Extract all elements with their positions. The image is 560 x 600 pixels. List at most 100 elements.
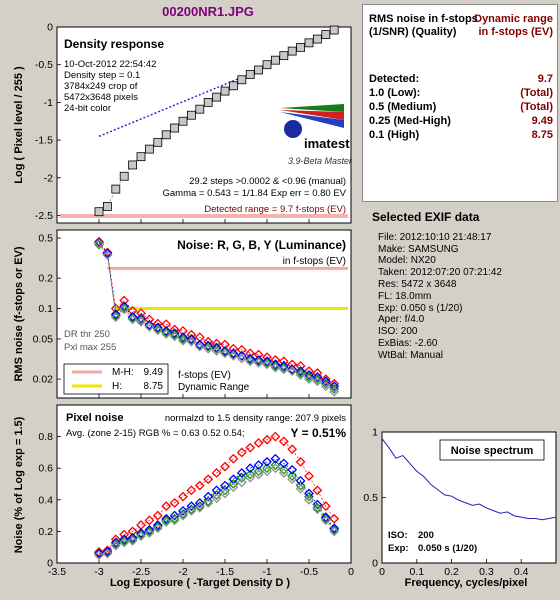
logo-stripe-green [280, 104, 344, 112]
pixel-point-G [270, 460, 281, 470]
pixel-point-Y [110, 540, 121, 551]
pixel-point-R [245, 442, 256, 453]
summary-row-label: 0.25 (Med-High) [369, 115, 451, 127]
noise-point-R [152, 318, 163, 329]
pixel-point-B [312, 499, 323, 510]
density-point [212, 92, 222, 102]
noise-point-Y [287, 366, 298, 377]
density-point [178, 116, 188, 126]
density-point [170, 123, 180, 133]
noise-legend: M-H: 9.49 H: 8.75 f-stops (EV) Dynamic R… [63, 363, 250, 395]
x-tick-label: 0.3 [479, 566, 494, 578]
exif-line: FL: 18.0mm [378, 290, 432, 302]
pixel-point-B [320, 512, 331, 523]
pixel-point-G [329, 524, 340, 535]
pixel-point-G [211, 490, 222, 500]
pixel-point-Y [194, 502, 205, 513]
density-info-line: Density step = 0.1 [64, 70, 140, 81]
spectrum-iso-label: ISO: [388, 530, 408, 541]
noise-point-Y [102, 249, 113, 260]
pixel-point-B [169, 510, 180, 521]
pixel-point-R [287, 444, 298, 455]
exif-line: ISO: 200 [378, 326, 418, 338]
noise-point-G [127, 313, 138, 324]
pixel-point-Y [304, 494, 314, 505]
y-tick-label: -2.5 [35, 210, 53, 222]
density-point [287, 46, 297, 56]
density-point [119, 171, 129, 181]
noise-point-B [178, 332, 188, 343]
pixel-point-B [186, 501, 197, 512]
pixel-point-R [329, 513, 340, 524]
density-point [94, 207, 104, 217]
exif-line: Exp: 0.050 s (1/20) [378, 302, 463, 314]
density-point [111, 184, 121, 194]
spectrum-title: Noise spectrum [451, 445, 534, 457]
exif-title: Selected EXIF data [372, 210, 480, 224]
noise-point-Y [136, 316, 146, 327]
noise-point-B [203, 340, 214, 351]
pixel-point-B [152, 520, 163, 530]
density-point [270, 55, 280, 65]
pixel-point-Y [186, 505, 197, 516]
pixel-point-B [110, 537, 121, 548]
y-tick-label: 0.8 [38, 431, 53, 443]
pixel-title: Pixel noise [66, 412, 123, 424]
spectrum-exp: 0.050 s (1/20) [418, 543, 477, 554]
pixel-xlabel: Log Exposure ( -Target Density D ) [110, 577, 290, 589]
y-tick-label: 0.2 [38, 273, 53, 285]
pixel-point-B [203, 491, 214, 502]
pixel-point-B [194, 498, 205, 508]
noise-point-G [228, 349, 239, 360]
legend-side-text: f-stops (EV) [178, 370, 231, 381]
pixel-point-B [127, 532, 138, 543]
y-tick-label: 0 [47, 22, 53, 34]
pixel-point-G [253, 466, 264, 477]
y-tick-label: 0.4 [38, 494, 53, 506]
exif-line: Taken: 2012:07:20 07:21:42 [378, 267, 502, 279]
x-tick-label: -2.5 [132, 566, 150, 578]
summary-row: 0.25 (Med-High) 9.49 [369, 115, 553, 129]
x-tick-label: -3 [94, 566, 103, 578]
noise-point-G [278, 362, 289, 373]
x-tick-label: 0.4 [514, 566, 529, 578]
summary-col2-title: Dynamic range in f-stops (EV) [474, 13, 553, 38]
pixel-point-R [270, 431, 281, 442]
noise-point-Y [228, 350, 239, 361]
pixel-point-G [278, 464, 289, 475]
density-point [296, 42, 306, 52]
pixel-point-G [287, 471, 298, 482]
noise-point-Y [94, 238, 104, 249]
density-info-line: 10-Oct-2012 22:54:42 [64, 59, 156, 70]
noise-point-B [329, 381, 340, 392]
pixel-point-R [304, 471, 314, 482]
pixel-point-Y [161, 517, 172, 527]
pixel-point-Y [211, 493, 222, 504]
pixel-point-B [236, 468, 247, 478]
exif-line: Res: 5472 x 3648 [378, 278, 457, 290]
pixel-point-R [152, 510, 163, 521]
noise-point-Y [236, 353, 247, 364]
noise-point-Y [178, 335, 188, 346]
pixel-point-Y [278, 468, 289, 478]
density-info-line: 24-bit color [64, 103, 111, 114]
pixel-point-B [161, 513, 172, 524]
noise-subtitle: in f-stops (EV) [283, 256, 346, 267]
spectrum-exp-label: Exp: [388, 543, 409, 554]
noise-point-G [161, 327, 172, 338]
pixel-point-R [211, 468, 222, 478]
noise-point-R [94, 236, 104, 247]
pixel-point-Y [178, 510, 188, 521]
exif-panel: Selected EXIF data File: 2012:10:10 21:4… [372, 210, 558, 362]
density-title: Density response [64, 37, 164, 51]
pixel-point-R [278, 436, 289, 447]
density-point [195, 104, 205, 114]
noise-thr-line: DR thr 250 [64, 329, 110, 340]
noise-point-Y [262, 359, 272, 370]
noise-point-Y [161, 329, 172, 339]
pixel-point-Y [262, 466, 272, 477]
pixel-point-G [220, 485, 230, 496]
spectrum-marks [381, 438, 557, 521]
density-point [237, 75, 247, 85]
